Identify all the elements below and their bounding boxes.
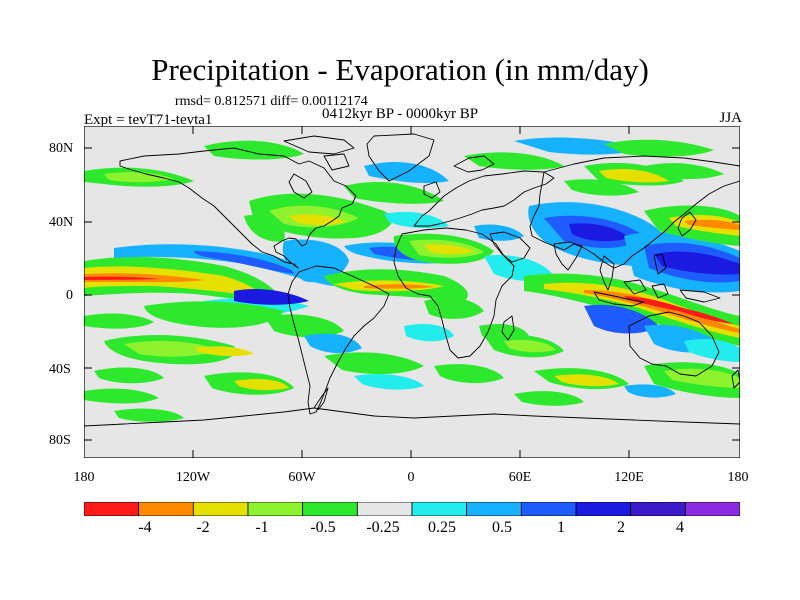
colorbar-label: -4 (138, 519, 152, 536)
colorbar-label: 0.5 (492, 519, 512, 536)
colorbar-swatch (684, 502, 740, 516)
colorbar-label: 2 (617, 519, 625, 536)
experiment-label: Expt = tevT71-tevta1 (84, 112, 213, 128)
colorbar-label: 0.25 (428, 519, 456, 536)
pe-anomaly-map (84, 126, 740, 458)
colorbar-label: 4 (676, 519, 684, 536)
anomaly-field (84, 137, 740, 422)
y-tick-0: 0 (66, 288, 73, 303)
colorbar-label: -0.25 (366, 519, 400, 536)
colorbar-swatch (630, 502, 686, 516)
colorbar (84, 502, 740, 516)
colorbar-label: -2 (196, 519, 210, 536)
colorbar-swatch (247, 502, 304, 516)
axis-ticks (84, 126, 740, 458)
x-tick-180e: 180 (727, 470, 749, 485)
colorbar-swatch (575, 502, 632, 516)
colorbar-swatch (192, 502, 249, 516)
colorbar-label: -1 (255, 519, 269, 536)
colorbar-label: -0.5 (310, 519, 336, 536)
colorbar-swatch (356, 502, 413, 516)
x-tick-60w: 60W (288, 470, 316, 485)
y-tick-40s: 40S (49, 362, 71, 377)
plot-title: Precipitation - Evaporation (in mm/day) (151, 52, 649, 87)
x-tick-120w: 120W (175, 470, 211, 485)
colorbar-swatch (84, 502, 140, 516)
coastlines (84, 133, 740, 427)
x-tick-0: 0 (407, 470, 415, 485)
colorbar-swatch (466, 502, 522, 516)
y-tick-80s: 80S (49, 433, 71, 448)
colorbar-swatch (302, 502, 358, 516)
colorbar-label: 1 (557, 519, 565, 536)
y-tick-40n: 40N (49, 215, 74, 230)
y-tick-80n: 80N (49, 141, 74, 156)
colorbar-swatch (138, 502, 194, 516)
period-label: 0412kyr BP - 0000kyr BP (322, 106, 479, 122)
x-tick-60e: 60E (508, 470, 532, 485)
x-tick-180w: 180 (73, 470, 95, 485)
x-tick-120e: 120E (614, 470, 644, 485)
colorbar-swatch (520, 502, 577, 516)
colorbar-swatch (411, 502, 468, 516)
stats-line: rmsd= 0.812571 diff= 0.00112174 (175, 94, 368, 109)
season-label: JJA (719, 110, 742, 126)
